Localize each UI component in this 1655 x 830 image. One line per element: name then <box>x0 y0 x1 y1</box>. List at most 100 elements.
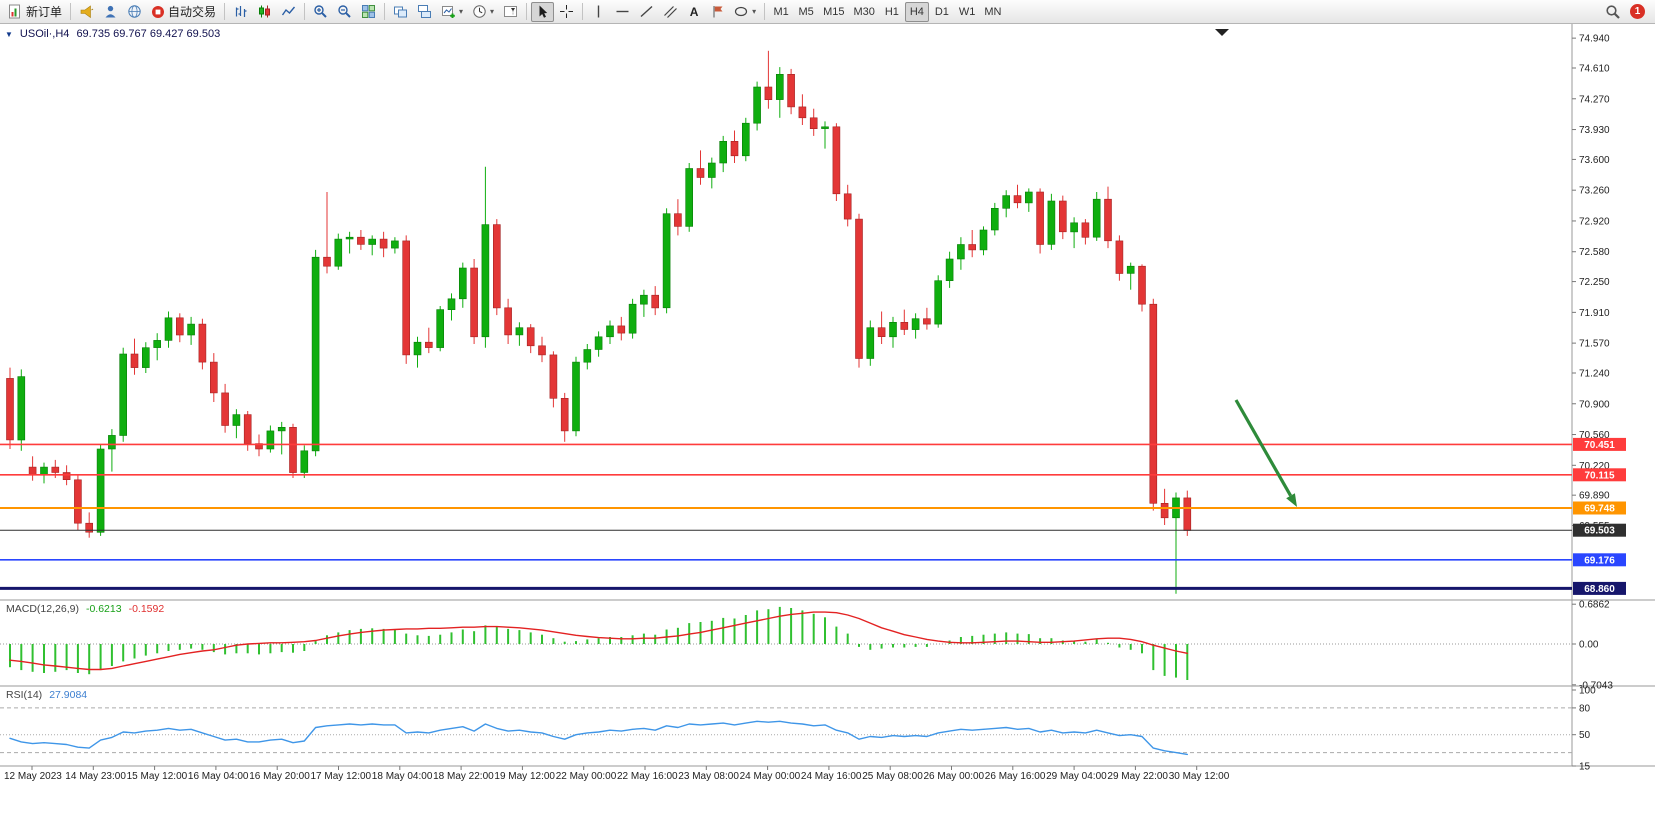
svg-text:26 May 00:00: 26 May 00:00 <box>924 771 985 782</box>
price-level-label: 70.115 <box>1573 468 1626 482</box>
text-tool-button[interactable]: A <box>683 2 705 22</box>
dropdown-caret: ▾ <box>459 6 464 16</box>
timeframe-H4[interactable]: H4 <box>904 1 929 22</box>
toolbar-separator <box>70 3 72 20</box>
svg-text:74.610: 74.610 <box>1579 64 1610 75</box>
macd-indicator-label: MACD(12,26,9) -0.6213 -0.1592 <box>6 603 165 615</box>
chart-context-icon[interactable]: ▼ <box>5 29 13 39</box>
shapes-tool-button[interactable]: ▾ <box>730 2 760 22</box>
macd-histogram <box>9 606 1189 680</box>
svg-text:70.220: 70.220 <box>1579 461 1610 472</box>
bar-chart-button[interactable] <box>229 2 252 22</box>
svg-text:72.580: 72.580 <box>1579 247 1610 258</box>
cascade-windows-button[interactable] <box>413 2 436 22</box>
chart-shift-button[interactable] <box>499 2 522 22</box>
svg-text:71.240: 71.240 <box>1579 368 1610 379</box>
toolbar-separator <box>582 3 584 20</box>
svg-text:29 May 04:00: 29 May 04:00 <box>1046 771 1107 782</box>
chart-canvas[interactable]: 74.940 74.610 74.270 73.930 73.600 73.260 72.9… <box>0 24 1655 830</box>
toolbar-separator <box>526 3 528 20</box>
svg-text:69.503: 69.503 <box>1584 526 1615 537</box>
vertical-line-tool-button[interactable] <box>587 2 610 22</box>
svg-text:70.560: 70.560 <box>1579 430 1610 441</box>
new-chart-button[interactable]: ▾ <box>437 2 467 22</box>
arrange-windows-button[interactable] <box>389 2 412 22</box>
svg-text:14 May 23:00: 14 May 23:00 <box>65 771 126 782</box>
horizontal-line-tool-button[interactable] <box>611 2 634 22</box>
crosshair-icon <box>560 5 574 18</box>
chart-area[interactable]: 74.940 74.610 74.270 73.930 73.600 73.260 72.9… <box>0 24 1655 830</box>
tile-windows-button[interactable] <box>357 2 380 22</box>
new-order-icon <box>9 4 20 19</box>
auto-trading-label: 自动交易 <box>168 5 217 19</box>
channel-tool-button[interactable] <box>659 2 682 22</box>
price-level-label: 68.860 <box>1573 581 1626 595</box>
zoom-in-button[interactable] <box>309 2 332 22</box>
svg-text:24 May 00:00: 24 May 00:00 <box>740 771 801 782</box>
clock-icon <box>473 5 486 18</box>
svg-text:70.451: 70.451 <box>1584 440 1615 451</box>
svg-text:69.748: 69.748 <box>1584 504 1615 515</box>
tile-windows-icon <box>362 5 376 18</box>
crosshair-tool-button[interactable] <box>555 2 578 22</box>
svg-text:19 May 12:00: 19 May 12:00 <box>494 771 555 782</box>
svg-text:0.6862: 0.6862 <box>1579 600 1610 611</box>
svg-text:16 May 04:00: 16 May 04:00 <box>188 771 249 782</box>
arrow-annotation[interactable] <box>1234 399 1297 507</box>
time-axis[interactable]: 12 May 2023 14 May 23:00 15 May 12:00 16 Ma… <box>4 766 1230 782</box>
new-order-label: 新订单 <box>26 5 63 19</box>
search-button[interactable] <box>1601 2 1625 22</box>
horn-icon <box>80 5 94 19</box>
chart-ohlc-values: 69.735 69.767 69.427 69.503 <box>76 28 221 40</box>
svg-text:22 May 16:00: 22 May 16:00 <box>617 771 678 782</box>
cursor-tool-button[interactable] <box>531 1 555 22</box>
profile-button[interactable] <box>99 2 122 22</box>
candlestick-chart-button[interactable] <box>253 2 276 22</box>
svg-text:74.940: 74.940 <box>1579 34 1610 45</box>
svg-text:24 May 16:00: 24 May 16:00 <box>801 771 862 782</box>
label-tool-button[interactable] <box>706 2 729 22</box>
trendline-icon <box>640 5 653 18</box>
line-chart-button[interactable] <box>277 2 300 22</box>
cursor-icon <box>539 5 548 18</box>
toolbar: 新订单 自动交易 <box>0 0 1655 24</box>
notification-badge[interactable]: 1 <box>1630 4 1645 19</box>
community-button[interactable] <box>123 2 146 22</box>
svg-text:73.260: 73.260 <box>1579 186 1610 197</box>
chart-period-button[interactable]: ▾ <box>468 2 498 22</box>
svg-text:71.570: 71.570 <box>1579 339 1610 350</box>
timeframe-M5[interactable]: M5 <box>794 2 818 22</box>
svg-text:100: 100 <box>1579 686 1596 697</box>
svg-text:15 May 12:00: 15 May 12:00 <box>127 771 188 782</box>
trendline-tool-button[interactable] <box>635 2 658 22</box>
svg-text:68.860: 68.860 <box>1584 584 1615 595</box>
timeframe-M30[interactable]: M30 <box>849 2 878 22</box>
person-icon <box>105 5 116 18</box>
timeframe-M15[interactable]: M15 <box>819 2 848 22</box>
timeframe-H1[interactable]: H1 <box>880 2 904 22</box>
price-level-label: 69.503 <box>1573 523 1626 537</box>
timeframe-D1[interactable]: D1 <box>930 2 954 22</box>
bar-chart-icon <box>235 6 247 17</box>
timeframe-MN[interactable]: MN <box>980 2 1005 22</box>
announcement-button[interactable] <box>75 2 98 22</box>
dropdown-caret: ▾ <box>752 6 757 16</box>
auto-trading-button[interactable]: 自动交易 <box>147 2 220 22</box>
zoom-out-button[interactable] <box>333 2 356 22</box>
timeframe-W1[interactable]: W1 <box>955 2 980 22</box>
toolbar-separator <box>384 3 386 20</box>
chart-shift-marker[interactable] <box>1215 29 1229 36</box>
horizontal-line-icon <box>616 10 629 13</box>
search-icon <box>1606 4 1620 19</box>
timeframe-M1[interactable]: M1 <box>769 2 793 22</box>
candlestick-chart-icon <box>259 5 271 18</box>
svg-text:29 May 22:00: 29 May 22:00 <box>1107 771 1168 782</box>
svg-text:22 May 00:00: 22 May 00:00 <box>556 771 617 782</box>
svg-text:71.910: 71.910 <box>1579 308 1610 319</box>
macd-signal-line <box>9 611 1189 671</box>
new-order-button[interactable]: 新订单 <box>4 2 66 22</box>
flag-icon <box>713 6 723 18</box>
price-axis[interactable]: 74.940 74.610 74.270 73.930 73.600 73.260 72.9… <box>1572 34 1610 532</box>
svg-text:70.115: 70.115 <box>1584 470 1614 481</box>
